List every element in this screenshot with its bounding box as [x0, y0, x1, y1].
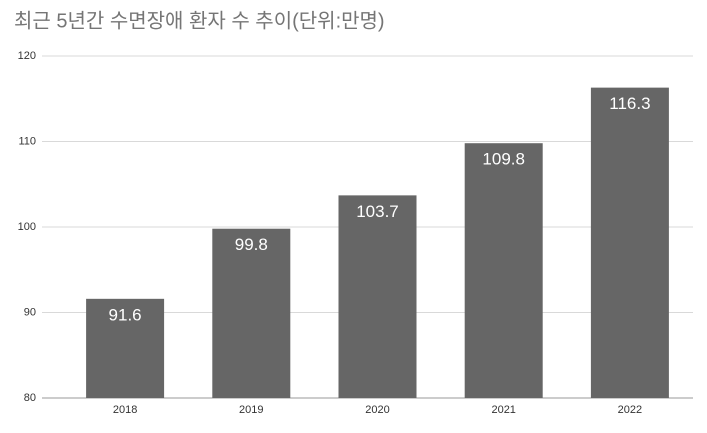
- x-tick-label: 2018: [113, 404, 137, 416]
- bar: [86, 298, 165, 398]
- data-label: 91.6: [109, 305, 142, 324]
- bar: [338, 195, 417, 398]
- bar: [590, 87, 669, 398]
- chart-title: 최근 5년간 수면장애 환자 수 추이(단위:만명): [14, 9, 385, 32]
- y-tick-label: 100: [18, 221, 36, 233]
- y-tick-label: 90: [24, 306, 36, 318]
- x-tick-label: 2020: [365, 404, 389, 416]
- bar: [212, 228, 291, 398]
- y-tick-label: 110: [18, 135, 36, 147]
- x-tick-label: 2022: [618, 404, 642, 416]
- y-tick-label: 120: [18, 50, 36, 62]
- y-tick-label: 80: [24, 392, 36, 404]
- data-label: 103.7: [356, 202, 399, 221]
- data-label: 99.8: [235, 235, 268, 254]
- data-label: 116.3: [609, 94, 650, 113]
- bar: [464, 143, 543, 398]
- x-tick-label: 2019: [239, 404, 263, 416]
- x-tick-label: 2021: [491, 404, 515, 416]
- data-label: 109.8: [482, 150, 525, 169]
